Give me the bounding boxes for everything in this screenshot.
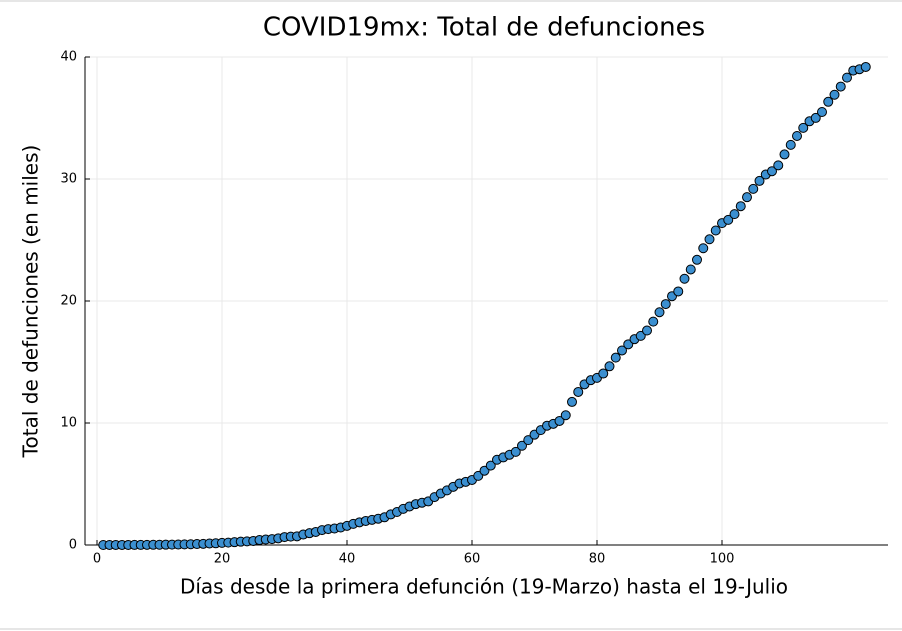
point — [654, 307, 665, 318]
x-tick-label: 40 — [339, 552, 356, 567]
y-tick-label: 40 — [60, 50, 77, 65]
point — [704, 234, 715, 245]
point — [735, 201, 746, 212]
chart-title: COVID19mx: Total de defunciones — [263, 13, 705, 43]
point — [660, 299, 671, 310]
point — [685, 264, 696, 275]
point — [648, 316, 659, 327]
point — [835, 81, 846, 92]
point — [710, 225, 721, 236]
point — [829, 89, 840, 100]
point — [604, 361, 615, 372]
y-axis-label: Total de defunciones (en miles) — [19, 145, 43, 459]
point — [610, 352, 621, 363]
point — [860, 61, 871, 72]
y-tick-label: 10 — [60, 416, 77, 431]
x-tick-label: 80 — [589, 552, 606, 567]
point — [642, 325, 652, 336]
x-tick-label: 60 — [464, 552, 481, 567]
x-axis-label: Días desde la primera defunción (19-Marz… — [180, 575, 788, 599]
point — [798, 122, 809, 133]
point — [767, 166, 777, 177]
point — [785, 139, 796, 150]
point — [567, 396, 577, 407]
point — [823, 96, 834, 107]
point — [698, 243, 709, 254]
point — [523, 435, 534, 446]
point — [554, 415, 565, 426]
point — [692, 254, 702, 265]
x-tick-label: 0 — [93, 552, 101, 567]
point — [517, 440, 527, 451]
point — [673, 286, 684, 297]
point — [779, 149, 790, 160]
y-tick-label: 30 — [60, 172, 77, 187]
point — [485, 460, 496, 471]
point — [842, 72, 852, 83]
point — [617, 345, 627, 356]
point — [754, 175, 765, 186]
point — [748, 183, 759, 194]
x-tick-label: 100 — [710, 552, 735, 567]
point — [635, 330, 646, 341]
point — [773, 160, 784, 171]
point — [560, 410, 571, 421]
point — [729, 209, 740, 220]
point — [723, 214, 734, 225]
y-tick-label: 0 — [69, 538, 77, 553]
point — [810, 112, 821, 123]
point — [598, 368, 609, 379]
point — [792, 130, 802, 141]
x-tick-label: 20 — [214, 552, 231, 567]
point — [742, 192, 752, 203]
point — [817, 107, 827, 118]
point — [679, 273, 690, 284]
point — [573, 386, 584, 397]
point — [510, 446, 521, 457]
y-tick-label: 20 — [60, 294, 77, 309]
